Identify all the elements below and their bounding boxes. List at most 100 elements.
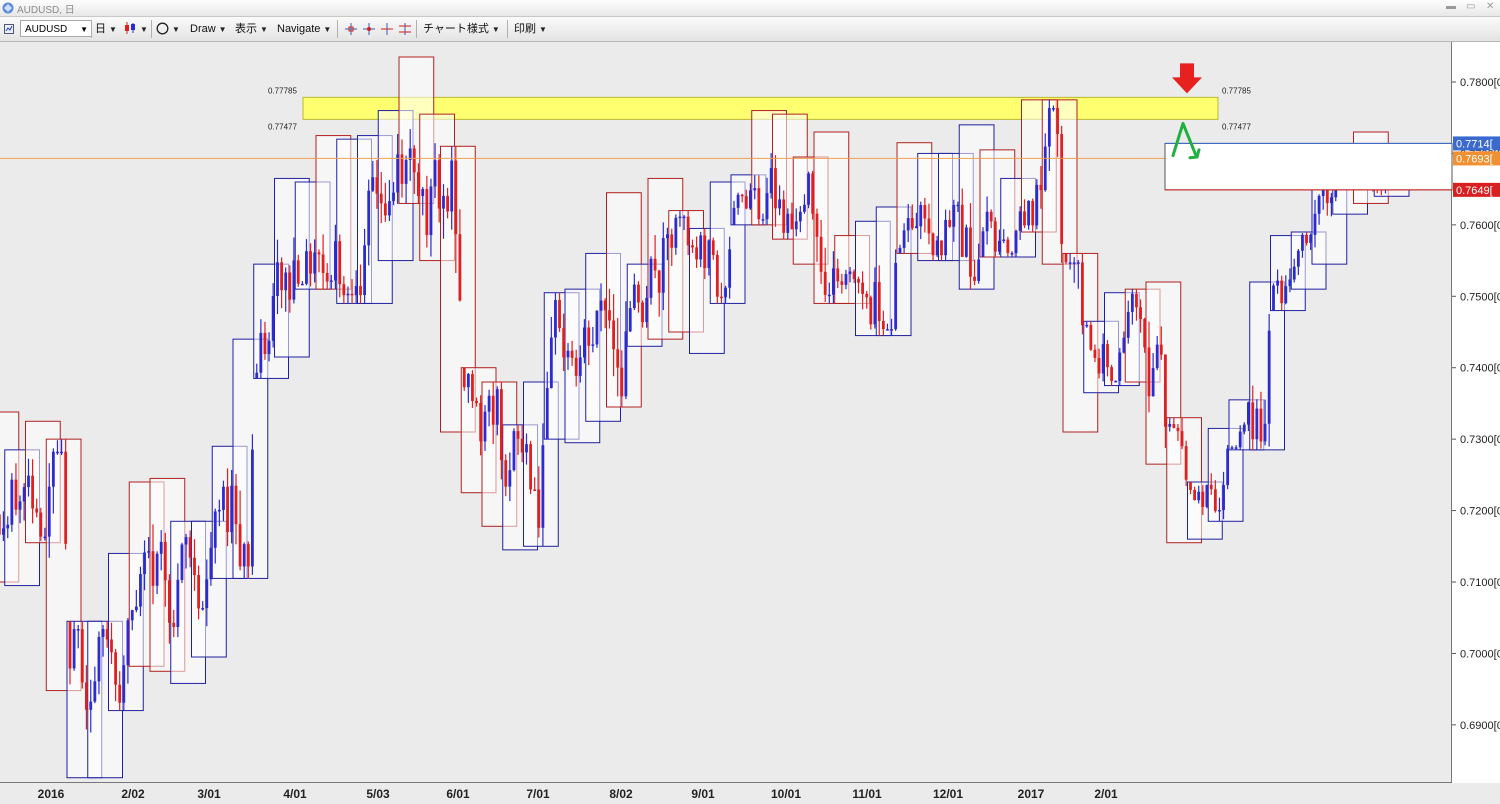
price-axis (1452, 42, 1500, 804)
navigate-menu[interactable]: Navigate ▼ (277, 17, 331, 41)
candle-body (848, 271, 852, 275)
toolbar-divider (91, 20, 92, 38)
candle-body (1197, 491, 1201, 501)
candle-body (1189, 482, 1192, 490)
minimize-icon[interactable]: ▬ (1446, 1, 1456, 12)
candle-body (495, 389, 499, 425)
candle-body (64, 451, 68, 544)
candle-body (43, 536, 47, 539)
green-arrow-head-icon (1188, 148, 1201, 160)
candle-body (1151, 368, 1155, 397)
x-tick-label: 8/02 (609, 787, 633, 801)
candle-body (280, 262, 283, 291)
candle-body (39, 512, 43, 537)
close-icon[interactable]: ✕ (1486, 1, 1495, 12)
candle-body (139, 574, 142, 607)
candle-body (1193, 489, 1196, 501)
candle-body (898, 247, 902, 254)
chevron-down-icon: ▼ (80, 25, 88, 34)
candle-body (699, 235, 703, 260)
candle-body (89, 701, 93, 710)
draw-menu[interactable]: Draw ▼ (190, 17, 227, 41)
timeframe-select[interactable]: 日 ▼ (95, 17, 117, 41)
x-tick-label: 12/01 (933, 787, 963, 801)
candle-body (927, 218, 931, 234)
candle-body (591, 344, 595, 346)
candle-body (259, 332, 263, 373)
candle-body (1222, 485, 1225, 510)
candle-body (504, 460, 508, 487)
candle-body (412, 148, 416, 173)
candle-body (101, 629, 105, 637)
candle-body (574, 357, 578, 376)
price-chart[interactable]: 0.77785 0.77477 0.77785 0.77477 0.7800[0 0.7… (0, 42, 1500, 804)
candle-body (300, 283, 304, 286)
candle-body (93, 681, 97, 702)
candle-body (371, 177, 375, 191)
candle-body (674, 217, 678, 248)
chart-style-menu[interactable]: チャート様式 ▼ (423, 17, 500, 41)
candle-body (1325, 179, 1329, 204)
crosshair-zoom-icon[interactable] (362, 22, 376, 36)
candle-body (31, 475, 34, 509)
candle-body (193, 557, 196, 576)
candle-body (309, 251, 312, 274)
candle-body (732, 207, 736, 225)
toolbar-divider (507, 20, 508, 38)
y-tick-label: 0.7400[0 (1460, 363, 1500, 375)
print-menu[interactable]: 印刷 ▼ (514, 17, 547, 41)
scroll-icon[interactable] (398, 22, 412, 36)
candle-body (367, 190, 371, 246)
candle-body (246, 544, 250, 567)
candle-body (1139, 307, 1142, 320)
candle-body (1280, 280, 1284, 304)
candle-body (1143, 319, 1147, 348)
crosshair-icon[interactable] (344, 22, 358, 36)
candle-body (815, 213, 819, 237)
candle-body (458, 234, 462, 301)
green-bounce-arrow-icon (1171, 121, 1198, 158)
candle-body (649, 258, 653, 298)
candle-body (599, 300, 603, 311)
candle-body (1180, 431, 1184, 447)
candle-body (645, 297, 649, 323)
candle-body (201, 608, 205, 610)
candle-body (993, 221, 997, 252)
candle-body (1272, 285, 1275, 311)
candle-body (861, 282, 864, 294)
candle-body (906, 218, 910, 231)
navigate-label: Navigate (277, 23, 321, 35)
candle-body (969, 227, 972, 277)
candle-body (27, 475, 30, 488)
candle-body (284, 272, 288, 291)
candle-body (143, 552, 146, 575)
candle-body (429, 186, 433, 236)
candle-body (80, 629, 84, 683)
candle-body (724, 287, 727, 298)
candle-body (466, 373, 470, 388)
candle-body (1076, 262, 1080, 264)
candle-body (263, 332, 267, 355)
candle-body (1097, 357, 1101, 374)
measure-icon[interactable] (380, 22, 394, 36)
maximize-icon[interactable]: ▭ (1466, 1, 1476, 12)
symbol-select[interactable]: AUDUSD ▼ (20, 20, 92, 37)
candle-body (823, 271, 827, 295)
x-tick-label: 2/02 (121, 787, 145, 801)
candle-body (1172, 423, 1176, 428)
candle-style-button[interactable]: ▼ (123, 17, 148, 41)
x-tick-label: 2/01 (1094, 787, 1118, 801)
time-axis (0, 783, 1500, 804)
candle-body (786, 213, 790, 233)
candle-body (234, 485, 238, 525)
candle-body (151, 551, 155, 586)
shape-tool-button[interactable]: ▼ (156, 17, 180, 41)
candle-body (1052, 108, 1055, 110)
weekly-range-box (1041, 99, 1078, 265)
price-marker (1453, 136, 1500, 151)
view-menu[interactable]: 表示 ▼ (235, 17, 268, 41)
candle-body (217, 509, 221, 512)
candle-body (1031, 200, 1035, 226)
candle-body (827, 294, 831, 297)
candle-body (1002, 239, 1006, 242)
